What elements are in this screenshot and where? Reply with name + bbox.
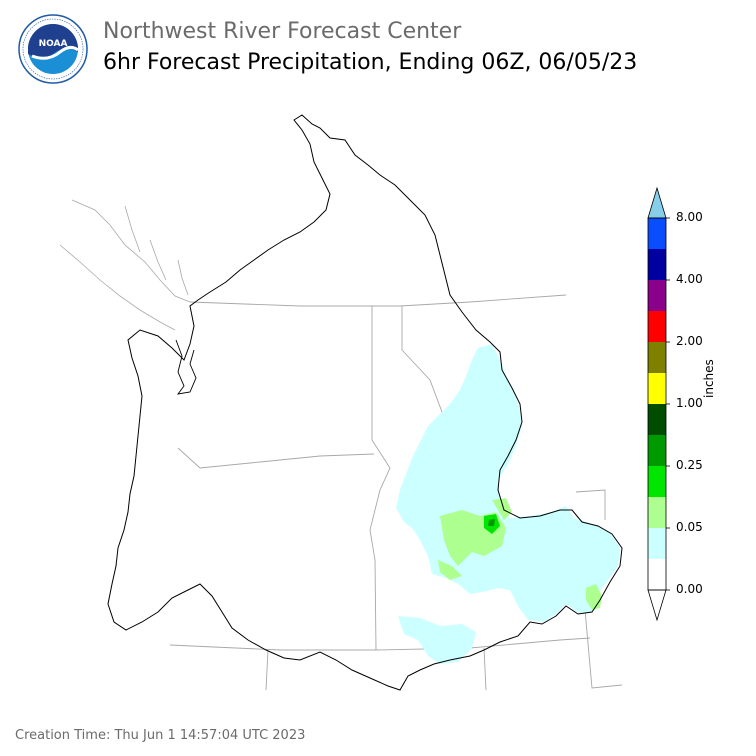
colorbar-bin <box>648 497 666 528</box>
precip-area-005-d <box>492 498 512 520</box>
creation-time: Creation Time: Thu Jun 1 14:57:04 UTC 20… <box>15 728 306 743</box>
state-borders <box>169 294 623 691</box>
noaa-logo: NOAA <box>18 14 88 84</box>
precip-area-light-south <box>398 616 476 664</box>
colorbar-tick-label: 8.00 <box>676 210 703 224</box>
colorbar-bin <box>648 249 666 280</box>
colorbar-bin <box>648 280 666 311</box>
colorbar-bottom-arrow <box>647 589 667 622</box>
colorbar-tick-label: 0.25 <box>676 458 703 472</box>
product-title: 6hr Forecast Precipitation, Ending 06Z, … <box>103 50 638 75</box>
noaa-wordmark: NOAA <box>39 39 68 49</box>
colorbar-bin <box>648 342 666 373</box>
colorbar-bins <box>647 186 670 622</box>
puget-sound <box>175 339 197 395</box>
colorbar-top-arrow <box>647 186 667 219</box>
precip-area-light <box>396 344 620 622</box>
colorbar-bin <box>648 435 666 466</box>
colorbar-tick-label: 0.00 <box>676 582 703 596</box>
precip-area-005-b <box>438 560 462 580</box>
colorbar-bin <box>648 466 666 497</box>
colorbar-tick-label: 2.00 <box>676 334 703 348</box>
colorbar-bin <box>648 404 666 435</box>
colorbar-tick-label: 0.05 <box>676 520 703 534</box>
agency-title: Northwest River Forecast Center <box>103 19 462 44</box>
colorbar-bin <box>648 559 666 590</box>
colorbar-tick-label: 4.00 <box>676 272 703 286</box>
colorbar-bin <box>648 311 666 342</box>
colorbar-bin <box>648 528 666 559</box>
colorbar-bin <box>648 373 666 404</box>
colorbar-bin <box>648 218 666 249</box>
precip-area-025 <box>488 519 495 526</box>
canada-coastline <box>59 199 191 331</box>
colorbar-tick-label: 1.00 <box>676 396 703 410</box>
colorbar-unit-label: inches <box>702 359 716 398</box>
colorbar <box>647 186 670 622</box>
basin-outline <box>107 114 623 691</box>
precip-fills <box>396 344 620 664</box>
